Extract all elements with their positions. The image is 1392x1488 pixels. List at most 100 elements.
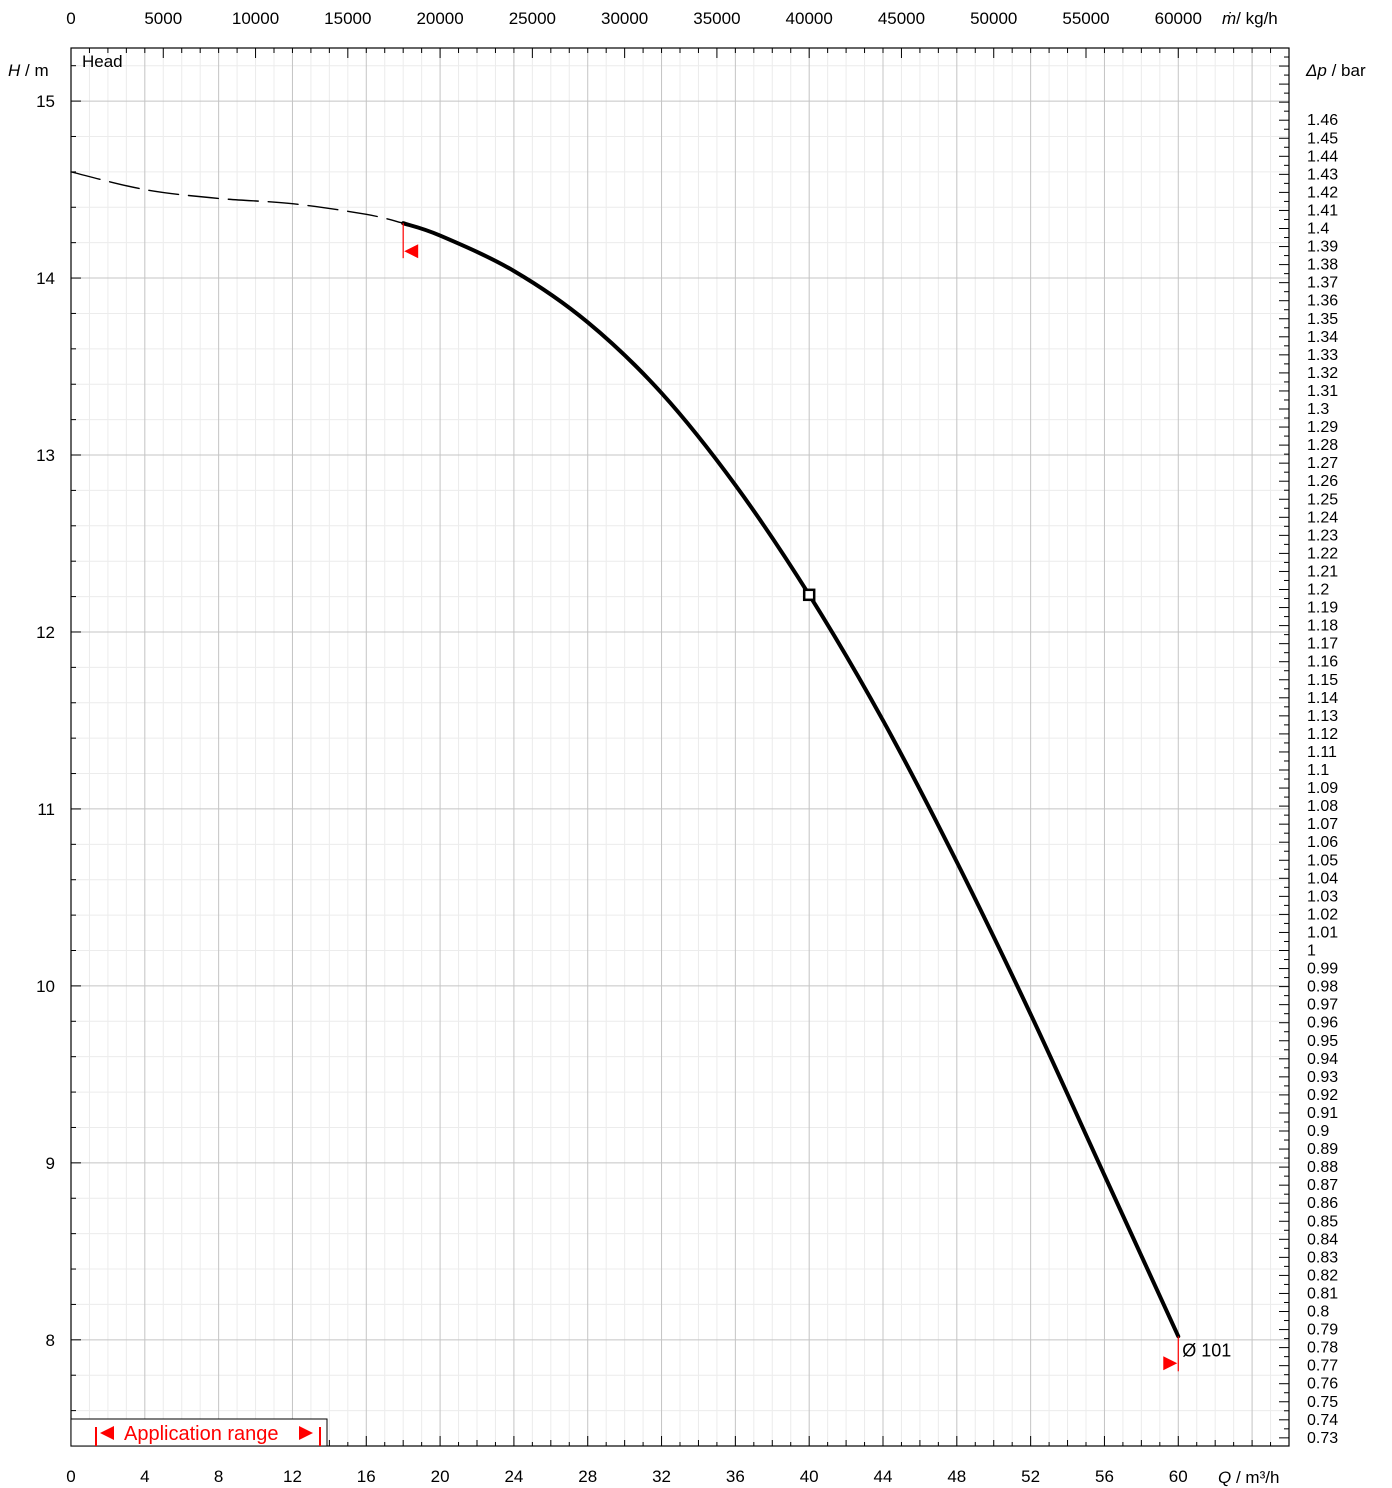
y2-tick-label: 0.98 [1307, 979, 1338, 996]
y2-tick-label: 1.23 [1307, 527, 1338, 544]
x-tick-label: 4 [140, 1467, 149, 1486]
y2-tick-label: 1.01 [1307, 924, 1338, 941]
x2-axis-label-unit: / kg/h [1236, 9, 1278, 28]
y2-tick-label: 1.17 [1307, 636, 1338, 653]
x-tick-label: 40 [800, 1467, 819, 1486]
curve-label: Ø 101 [1182, 1340, 1231, 1360]
x-tick-label: 36 [726, 1467, 745, 1486]
y2-tick-label: 1.44 [1307, 148, 1338, 165]
y2-tick-label: 0.96 [1307, 1015, 1338, 1032]
y2-tick-label: 1.14 [1307, 690, 1338, 707]
y-tick-label: 13 [36, 446, 55, 465]
y2-tick-label: 1.41 [1307, 202, 1338, 219]
y2-tick-label: 1.37 [1307, 275, 1338, 292]
y2-tick-label: 1.28 [1307, 437, 1338, 454]
y-tick-label: 9 [46, 1154, 55, 1173]
y2-tick-label: 1.2 [1307, 582, 1329, 599]
y2-tick-label: 1.06 [1307, 834, 1338, 851]
y2-tick-label: 1.24 [1307, 509, 1338, 526]
y-tick-label: 12 [36, 623, 55, 642]
y2-tick-label: 1.07 [1307, 816, 1338, 833]
y2-tick-label: 0.82 [1307, 1267, 1338, 1284]
y-tick-label: 11 [37, 800, 55, 819]
y2-tick-label: 0.73 [1307, 1430, 1338, 1447]
series-layer [70, 171, 1181, 1339]
series-line-dashed [70, 171, 404, 224]
x-tick-label: 16 [357, 1467, 376, 1486]
y2-tick-label: 1.25 [1307, 491, 1338, 508]
y2-tick-label: 1.26 [1307, 473, 1338, 490]
x2-axis: 0 5000 10000 15000 20000 25000 30000 35000 40000… [66, 9, 1272, 58]
y-tick-label: 15 [36, 92, 55, 111]
x2-tick-label: 0 [66, 9, 75, 28]
y2-tick-label: 1.22 [1307, 545, 1338, 562]
y2-tick-label: 1.04 [1307, 870, 1338, 887]
x2-axis-label-symbol: ṁ [1222, 9, 1236, 28]
x2-tick-label: 35000 [693, 9, 740, 28]
y2-tick-label: 0.99 [1307, 961, 1338, 978]
y-tick-label: 10 [36, 977, 55, 996]
x-tick-label: 12 [283, 1467, 302, 1486]
x-tick-label: 8 [214, 1467, 223, 1486]
y2-tick-label: 1.02 [1307, 906, 1338, 923]
y2-tick-label: 1.03 [1307, 888, 1338, 905]
major-grid [71, 48, 1289, 1446]
y2-tick-label: 1.19 [1307, 600, 1338, 617]
y2-axis-label-unit: / bar [1327, 61, 1366, 80]
series-line-head [401, 221, 1181, 1339]
y2-tick-label: 1.11 [1307, 744, 1337, 761]
x2-tick-label: 40000 [786, 9, 833, 28]
y2-tick-label: 0.74 [1307, 1412, 1338, 1429]
y2-tick-label: 1.27 [1307, 455, 1338, 472]
y2-tick-label: 1.43 [1307, 166, 1338, 183]
y2-tick-label: 0.78 [1307, 1340, 1338, 1357]
x-tick-label: 48 [947, 1467, 966, 1486]
y-tick-label: 8 [46, 1331, 55, 1350]
y2-tick-label: 0.85 [1307, 1213, 1338, 1230]
x-axis-label: Q / m³/h [1218, 1468, 1279, 1487]
x2-tick-label: 55000 [1062, 9, 1109, 28]
y2-tick-label: 1.42 [1307, 184, 1338, 201]
x-axis-label-symbol: Q [1218, 1468, 1231, 1487]
y2-tick-label: 0.92 [1307, 1087, 1338, 1104]
y2-tick-label: 1.38 [1307, 257, 1338, 274]
app-range-right-arrow-icon [299, 1426, 313, 1440]
app-range-left-arrow-icon [100, 1426, 114, 1440]
x2-tick-label: 50000 [970, 9, 1017, 28]
x-tick-label: 28 [578, 1467, 597, 1486]
y2-tick-label: 1.31 [1307, 383, 1338, 400]
application-range-legend: Application range [70, 1418, 328, 1447]
y2-tick-label: 1.4 [1307, 221, 1329, 238]
y2-tick-label: 0.77 [1307, 1358, 1338, 1375]
y2-axis-label-symbol: Δp [1305, 61, 1327, 80]
markers [402, 223, 1179, 1372]
chart-title: Head [82, 52, 123, 71]
y2-tick-label: 0.76 [1307, 1376, 1338, 1393]
y2-tick-label: 1.3 [1307, 401, 1329, 418]
y2-tick-label: 0.95 [1307, 1033, 1338, 1050]
y2-tick-label: 0.75 [1307, 1394, 1338, 1411]
x-axis-label-unit: / m³/h [1231, 1468, 1279, 1487]
x2-tick-label: 60000 [1155, 9, 1202, 28]
operating-point-marker [802, 588, 816, 602]
y2-tick-label: 0.9 [1307, 1123, 1329, 1140]
y2-tick-label: 0.87 [1307, 1177, 1338, 1194]
y2-tick-label: 1.15 [1307, 672, 1338, 689]
x-tick-label: 0 [66, 1467, 75, 1486]
y2-tick-label: 1.33 [1307, 347, 1338, 364]
x2-tick-label: 45000 [878, 9, 925, 28]
y2-tick-label: 0.8 [1307, 1304, 1329, 1321]
x-tick-label: 56 [1095, 1467, 1114, 1486]
y2-tick-label: 1.45 [1307, 130, 1338, 147]
y2-tick-label: 0.81 [1307, 1285, 1338, 1302]
range-end-arrow-icon [1163, 1356, 1178, 1371]
y2-axis-label: Δp / bar [1305, 61, 1366, 80]
y2-tick-label: 1.29 [1307, 419, 1338, 436]
y2-tick-label: 0.79 [1307, 1322, 1338, 1339]
y2-tick-label: 1.21 [1307, 563, 1338, 580]
y2-tick-label: 1.09 [1307, 780, 1338, 797]
y2-tick-label: 0.84 [1307, 1231, 1338, 1248]
y2-tick-label: 1.05 [1307, 852, 1338, 869]
y2-tick-label: 0.94 [1307, 1051, 1338, 1068]
